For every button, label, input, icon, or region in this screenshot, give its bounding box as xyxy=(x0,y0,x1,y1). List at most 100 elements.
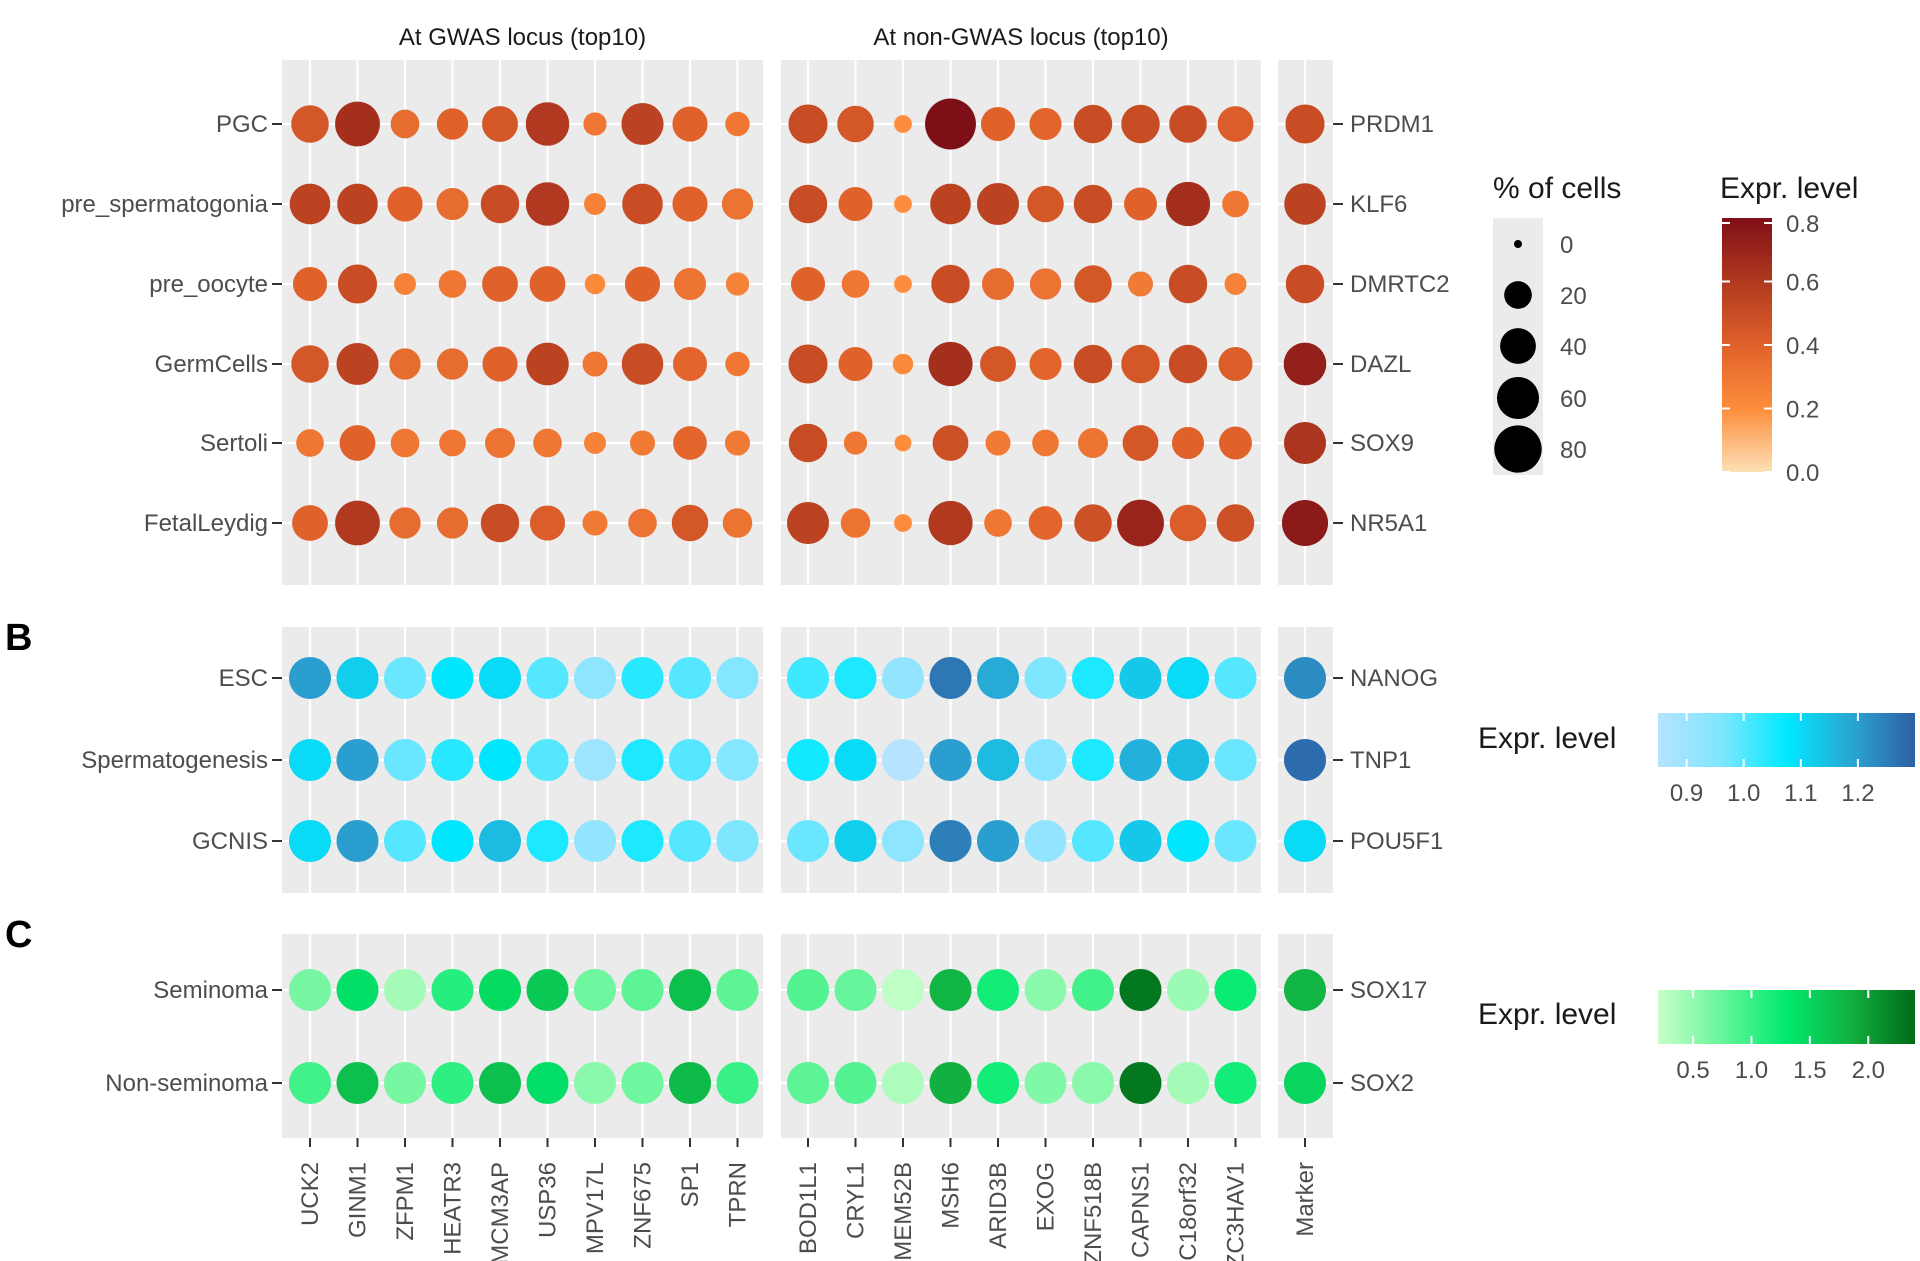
dot-pre-oocyte-16 xyxy=(1074,265,1112,303)
blue-colorbar xyxy=(1658,713,1915,767)
dot-fetalleydig-2 xyxy=(389,507,421,539)
legends: % of cells 0 20 40 60 80 Expr. level 0.8 0.6 0.4 0… xyxy=(1478,172,1915,1084)
dot-pre-oocyte-10 xyxy=(790,266,826,302)
dot-fetalleydig-17 xyxy=(1117,499,1164,547)
dot-pre-spermatogonia-18 xyxy=(1165,181,1211,227)
dot-pgc-15 xyxy=(1029,107,1062,141)
dot-seminoma-18 xyxy=(1166,968,1210,1012)
marker-label-sox17: SOX17 xyxy=(1350,977,1427,1004)
dot-sertoli-16 xyxy=(1078,428,1108,458)
dot-germcells-15 xyxy=(1029,347,1062,381)
row-label-spermatogenesis: Spermatogenesis xyxy=(81,747,268,774)
dot-gcnis-7 xyxy=(621,819,664,863)
dots xyxy=(288,98,1329,1105)
size-legend-label-80: 80 xyxy=(1560,437,1587,464)
dot-pre-spermatogonia-12 xyxy=(894,195,912,213)
size-legend-dot-20 xyxy=(1504,281,1532,309)
dot-spermatogenesis-18 xyxy=(1166,738,1210,782)
dot-gcnis-11 xyxy=(834,819,877,863)
dot-sertoli-18 xyxy=(1171,426,1205,460)
x-label-heatr3: HEATR3 xyxy=(440,1162,467,1255)
dot-esc-6 xyxy=(573,656,617,700)
x-label-mpv17l: MPV17L xyxy=(582,1162,609,1254)
dot-pre-spermatogonia-3 xyxy=(436,187,469,221)
dot-non-seminoma-0 xyxy=(288,1061,332,1105)
dot-pre-spermatogonia-5 xyxy=(525,182,570,226)
dot-fetalleydig-14 xyxy=(984,509,1012,537)
dot-esc-13 xyxy=(929,656,972,700)
marker-label-pou5f1: POU5F1 xyxy=(1350,828,1443,855)
size-legend-label-0: 0 xyxy=(1560,232,1573,259)
dot-pre-oocyte-17 xyxy=(1127,271,1154,297)
dot-pgc-4 xyxy=(482,106,518,142)
dot-fetalleydig-4 xyxy=(480,503,520,543)
size-legend-title: % of cells xyxy=(1493,172,1621,205)
column-group-title-1: At non-GWAS locus (top10) xyxy=(873,24,1168,51)
dot-pre-spermatogonia-1 xyxy=(337,183,378,225)
dot-pre-oocyte-4 xyxy=(482,266,518,302)
dot-gcnis-3 xyxy=(431,819,474,863)
dot-pre-spermatogonia-11 xyxy=(838,186,873,222)
dot-pgc-12 xyxy=(894,115,912,133)
dot-pre-oocyte-9 xyxy=(725,272,750,296)
dot-fetalleydig-7 xyxy=(628,508,657,538)
panel-background xyxy=(282,934,763,1138)
dot-pgc-7 xyxy=(621,102,664,146)
dot-spermatogenesis-0 xyxy=(288,738,332,782)
dot-non-seminoma-6 xyxy=(573,1061,617,1105)
dot-germcells-4 xyxy=(482,346,518,382)
dot-esc-16 xyxy=(1071,656,1115,700)
green-legend-label-1: 1.0 xyxy=(1735,1057,1768,1084)
dot-pre-oocyte-13 xyxy=(931,264,970,304)
dot-non-seminoma-14 xyxy=(976,1061,1020,1105)
dot-pgc-17 xyxy=(1121,104,1160,144)
dot-spermatogenesis-16 xyxy=(1071,738,1115,782)
dot-pgc-19 xyxy=(1217,106,1254,142)
dot-sertoli-1 xyxy=(339,425,376,461)
dot-germcells-10 xyxy=(788,344,828,384)
dot-seminoma-6 xyxy=(573,968,617,1012)
dot-germcells-7 xyxy=(621,343,664,385)
x-label-mcm3ap: MCM3AP xyxy=(487,1162,514,1261)
blue-legend-label-1: 1.0 xyxy=(1727,780,1760,807)
x-label-uck2: UCK2 xyxy=(297,1162,324,1226)
dot-esc-19 xyxy=(1214,656,1257,700)
dot-seminoma-12 xyxy=(881,968,925,1012)
dot-esc-8 xyxy=(668,656,712,700)
panel-background xyxy=(781,934,1261,1138)
panel-letters: BC xyxy=(5,617,32,956)
column-group-titles: At GWAS locus (top10) At non-GWAS locus (… xyxy=(399,24,1169,51)
x-axis-gene-labels: UCK2 GINM1 ZFPM1 HEATR3 MCM3AP USP36 MPV17L ZNF… xyxy=(297,1138,1319,1261)
row-labels: PGC pre_spermatogonia pre_oocyte GermCells S… xyxy=(61,111,282,1097)
dot-pre-oocyte-5 xyxy=(529,266,566,302)
size-legend-dot-60 xyxy=(1496,376,1540,420)
dot-pgc-5 xyxy=(525,102,570,146)
dot-pre-spermatogonia-17 xyxy=(1124,187,1157,221)
row-label-non-seminoma: Non-seminoma xyxy=(105,1070,268,1097)
row-label-germcells: GermCells xyxy=(155,351,268,378)
dot-fetalleydig-9 xyxy=(722,508,753,538)
dot-gcnis-18 xyxy=(1166,819,1210,863)
dot-spermatogenesis-6 xyxy=(573,738,617,782)
dot-non-seminoma-9 xyxy=(716,1061,759,1105)
row-label-seminoma: Seminoma xyxy=(153,977,268,1004)
row-label-gcnis: GCNIS xyxy=(192,828,268,855)
dot-pre-spermatogonia-15 xyxy=(1027,185,1064,223)
dot-germcells-3 xyxy=(436,348,469,380)
x-label-tmem52b: TMEM52B xyxy=(890,1162,917,1261)
dot-pre-oocyte-3 xyxy=(438,270,467,298)
dot-sertoli-13 xyxy=(932,425,969,461)
dot-esc-14 xyxy=(976,656,1020,700)
dot-sertoli-9 xyxy=(724,430,751,456)
dot-pre-oocyte-2 xyxy=(394,273,416,295)
panel-background xyxy=(282,60,763,585)
orange-legend-label-1: 0.6 xyxy=(1786,270,1819,297)
x-label-marker: Marker xyxy=(1292,1162,1319,1237)
marker-label-dmrtc2: DMRTC2 xyxy=(1350,271,1450,298)
dot-seminoma-3 xyxy=(431,968,474,1012)
dot-germcells-8 xyxy=(672,346,708,382)
orange-colorbar xyxy=(1722,218,1772,472)
dot-fetalleydig-13 xyxy=(928,500,973,546)
dot-spermatogenesis-5 xyxy=(526,738,569,782)
